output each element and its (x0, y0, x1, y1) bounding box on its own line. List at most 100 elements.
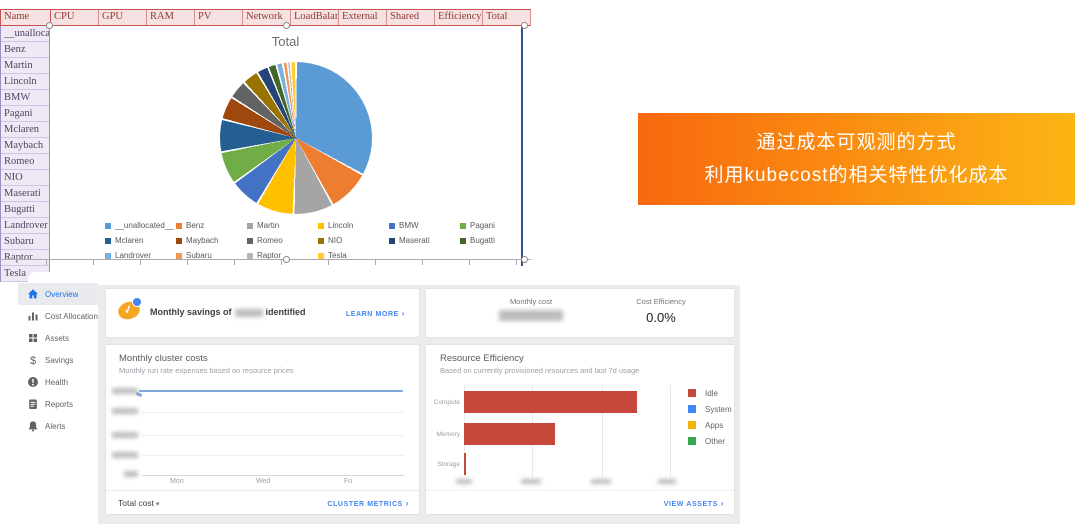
sidebar-item-label: Health (45, 377, 69, 387)
kubecost-dashboard: Overview Cost Allocation Assets $ Savings Hea… (18, 270, 740, 524)
y-tick-redacted (112, 408, 138, 414)
table-header-cell: PV (195, 10, 243, 25)
legend-item: Tesla (318, 248, 389, 263)
selection-handle[interactable] (283, 256, 290, 263)
dollar-icon: $ (27, 354, 39, 367)
sidebar-item-alerts[interactable]: Alerts (18, 415, 98, 437)
table-row: Landrover (1, 218, 49, 234)
legend-swatch (389, 237, 395, 244)
learn-more-link[interactable]: LEARN MORE (346, 309, 405, 318)
pie-chart-legend: __unallocated__ Benz Martin Lincoln BMW Pagan… (105, 218, 521, 263)
legend-swatch (247, 237, 253, 244)
legend-item: Maybach (176, 233, 247, 248)
sidebar-item-reports[interactable]: Reports (18, 393, 98, 415)
table-row: Benz (1, 42, 49, 58)
legend-item: Other (688, 433, 732, 449)
x-tick-redacted (521, 479, 541, 484)
selection-handle[interactable] (283, 22, 290, 29)
legend-swatch (105, 222, 111, 229)
legend-swatch (460, 237, 466, 244)
table-row: Mclaren (1, 122, 49, 138)
savings-amount-redacted (234, 308, 263, 317)
view-assets-link[interactable]: VIEW ASSETS (664, 499, 724, 508)
savings-text-prefix: Monthly savings of (150, 307, 232, 317)
pie-chart-title: Total (271, 34, 300, 49)
cluster-costs-subtitle: Monthly run rate expenses based on resou… (119, 366, 294, 375)
resource-efficiency-subtitle: Based on currently provisioned resources… (440, 366, 640, 375)
table-header-cell: External (339, 10, 387, 25)
resource-efficiency-title: Resource Efficiency (440, 353, 524, 364)
x-tick-redacted (456, 479, 472, 484)
selection-handle[interactable] (46, 22, 53, 29)
legend-item: BMW (389, 218, 460, 233)
total-cost-dropdown[interactable]: Total cost (118, 498, 159, 508)
bar-category-label: Compute (433, 399, 460, 406)
table-row: Bugatti (1, 202, 49, 218)
y-tick-redacted (124, 471, 138, 477)
table-row: NIO (1, 170, 49, 186)
gridline (142, 435, 404, 436)
legend-item: Landrover (105, 248, 176, 263)
monthly-savings-card: Monthly savings of identified LEARN MORE (105, 288, 420, 338)
report-icon (27, 398, 39, 410)
selection-handle[interactable] (521, 256, 528, 263)
y-tick-redacted (112, 452, 138, 458)
sidebar-item-cost-allocation[interactable]: Cost Allocation (18, 305, 98, 327)
sidebar-item-overview[interactable]: Overview (18, 283, 98, 305)
legend-swatch (460, 222, 466, 229)
gridline (670, 385, 671, 477)
monthly-cost-value-redacted (499, 310, 563, 321)
gridline (142, 412, 404, 413)
sheet-column-ruler (0, 259, 531, 265)
pie-chart-object[interactable]: Total __unallocated__ Benz Martin Lincoln BM… (50, 26, 523, 266)
bar (464, 423, 555, 445)
bar (464, 453, 467, 475)
resource-efficiency-card: Resource Efficiency Based on currently p… (425, 344, 735, 515)
y-tick-redacted (112, 388, 138, 394)
selection-handle[interactable] (521, 22, 528, 29)
table-row: Lincoln (1, 74, 49, 90)
grid-icon (27, 332, 39, 344)
x-axis-line (142, 475, 404, 476)
legend-swatch (176, 237, 182, 244)
table-header-row: Name CPU GPU RAM PV Network LoadBalar External… (0, 9, 531, 26)
x-tick-redacted (658, 479, 676, 484)
sidebar-item-label: Overview (45, 289, 79, 299)
health-icon (27, 376, 39, 388)
sidebar-item-assets[interactable]: Assets (18, 327, 98, 349)
table-row: Maserati (1, 186, 49, 202)
cluster-metrics-link[interactable]: CLUSTER METRICS (327, 499, 409, 508)
legend-item: System (688, 401, 732, 417)
legend-swatch (176, 222, 182, 229)
line-series-start (135, 391, 143, 398)
dashboard-topbar (28, 272, 740, 287)
sidebar-item-label: Reports (45, 399, 74, 409)
table-row: Pagani (1, 106, 49, 122)
cost-efficiency-label: Cost Efficiency (636, 297, 686, 306)
legend-swatch (247, 252, 253, 259)
sidebar: Overview Cost Allocation Assets $ Savings Hea… (18, 283, 98, 524)
home-icon (27, 288, 39, 300)
legend-item: Idle (688, 385, 732, 401)
total-cost-line-series (139, 390, 403, 392)
pie-chart (220, 62, 372, 214)
sidebar-item-label: Cost Allocation (45, 311, 98, 321)
sidebar-item-savings[interactable]: $ Savings (18, 349, 98, 371)
cluster-costs-footer: Total cost CLUSTER METRICS (106, 490, 419, 514)
x-tick-label: Fri (344, 478, 353, 485)
legend-item: Mclaren (105, 233, 176, 248)
table-name-column: __unallocated__BenzMartinLincolnBMWPagan… (0, 26, 50, 282)
savings-badge-icon (132, 297, 142, 307)
table-header-cell: LoadBalar (291, 10, 339, 25)
cluster-costs-title: Monthly cluster costs (119, 353, 208, 364)
x-tick-redacted (591, 479, 611, 484)
table-row: Martin (1, 58, 49, 74)
legend-swatch (688, 437, 696, 445)
table-row: Maybach (1, 138, 49, 154)
spreadsheet-region: Name CPU GPU RAM PV Network LoadBalar External… (0, 8, 532, 282)
sidebar-item-health[interactable]: Health (18, 371, 98, 393)
y-tick-redacted (112, 432, 138, 438)
legend-swatch (318, 252, 324, 259)
x-tick-label: Mon (170, 478, 184, 485)
